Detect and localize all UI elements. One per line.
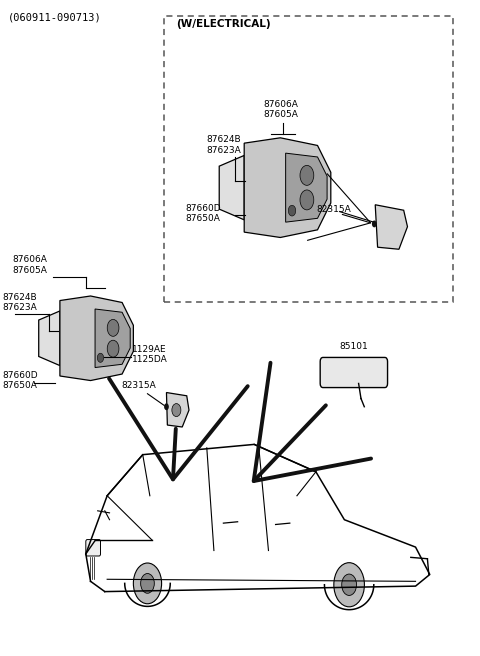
Text: 82315A: 82315A	[121, 380, 156, 390]
Text: (060911-090713): (060911-090713)	[8, 12, 101, 22]
Text: (W/ELECTRICAL): (W/ELECTRICAL)	[176, 19, 271, 29]
Text: 87606A
87605A: 87606A 87605A	[264, 100, 299, 119]
Text: 87660D
87650A: 87660D 87650A	[185, 204, 221, 223]
Polygon shape	[286, 153, 327, 222]
Text: 87624B
87623A: 87624B 87623A	[3, 293, 37, 312]
Circle shape	[300, 165, 314, 186]
Circle shape	[300, 190, 314, 210]
Polygon shape	[60, 296, 133, 380]
Circle shape	[372, 220, 377, 228]
Circle shape	[342, 574, 357, 596]
Text: 87624B
87623A: 87624B 87623A	[207, 135, 241, 155]
Polygon shape	[244, 138, 331, 237]
Circle shape	[133, 563, 162, 604]
Circle shape	[107, 319, 119, 337]
Circle shape	[164, 403, 169, 410]
FancyBboxPatch shape	[86, 540, 100, 556]
Bar	[164, 16, 454, 302]
Text: 87660D
87650A: 87660D 87650A	[3, 371, 38, 390]
Text: 87606A
87605A: 87606A 87605A	[12, 255, 47, 275]
Circle shape	[97, 353, 104, 362]
Circle shape	[107, 340, 119, 357]
FancyBboxPatch shape	[320, 358, 387, 388]
Text: 1129AE
1125DA: 1129AE 1125DA	[132, 345, 168, 364]
Polygon shape	[219, 155, 244, 220]
Polygon shape	[95, 309, 130, 367]
Text: 85101: 85101	[340, 342, 368, 350]
Polygon shape	[167, 392, 189, 427]
Polygon shape	[39, 311, 60, 365]
Text: 82315A: 82315A	[316, 205, 351, 214]
Circle shape	[288, 205, 296, 216]
Polygon shape	[375, 205, 408, 249]
Circle shape	[141, 573, 154, 593]
Circle shape	[172, 403, 181, 417]
Circle shape	[334, 563, 364, 607]
